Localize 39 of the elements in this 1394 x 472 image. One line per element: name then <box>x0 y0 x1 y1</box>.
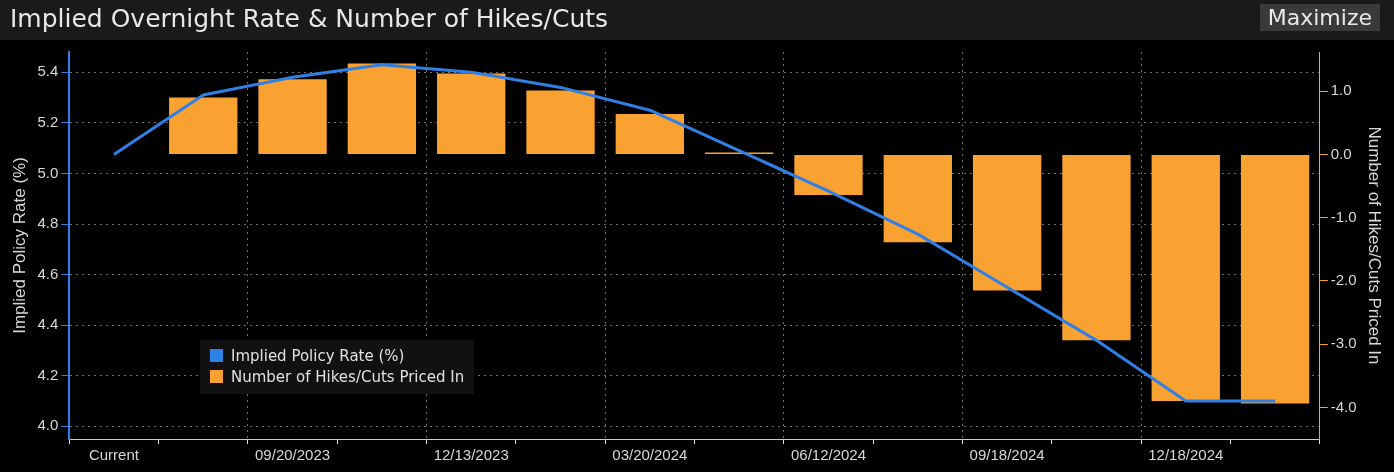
y-tick-label: 5.0 <box>37 163 59 181</box>
y-tick-label: 4.6 <box>37 264 59 282</box>
y2-tick-label: -1.0 <box>1330 207 1357 225</box>
x-tick-label: 06/12/2024 <box>790 446 867 464</box>
y2-tick-label: -4.0 <box>1330 397 1357 415</box>
bar <box>1151 154 1220 402</box>
chart-title: Implied Overnight Rate & Number of Hikes/Cuts <box>10 4 609 33</box>
y-axis-title: Implied Policy Rate (%) <box>9 157 29 334</box>
bar <box>437 73 506 154</box>
legend-label: Implied Policy Rate (%) <box>230 346 406 367</box>
text: Maximize <box>1259 4 1380 31</box>
y-tick-label: 4.2 <box>37 365 59 383</box>
x-tick-label: 12/18/2024 <box>1148 446 1224 464</box>
x-tick-label: 09/18/2024 <box>969 446 1045 464</box>
y-tick-label: 4.0 <box>37 416 59 434</box>
bar <box>347 63 417 154</box>
bar <box>526 90 595 154</box>
bar <box>258 79 327 154</box>
x-tick-label: 03/20/2024 <box>612 446 688 464</box>
y-tick-label: 4.8 <box>37 214 59 232</box>
bar <box>794 154 863 195</box>
bar <box>1240 154 1310 404</box>
y2-axis-title: Number of Hikes/Cuts Priced In <box>1365 126 1385 365</box>
y2-tick-label: 1.0 <box>1330 81 1352 99</box>
x-tick-label: 12/13/2023 <box>433 446 509 464</box>
bar <box>1062 154 1131 341</box>
y-tick-label: 5.2 <box>37 112 59 130</box>
y2-tick-label: -2.0 <box>1330 271 1357 289</box>
x-tick-label: 09/20/2023 <box>255 446 331 464</box>
y-tick-label: 4.4 <box>37 315 59 333</box>
y-tick-label: 5.4 <box>37 62 59 80</box>
bar <box>169 97 238 154</box>
bar <box>883 154 952 243</box>
y2-tick-label: -3.0 <box>1330 334 1357 352</box>
y2-tick-label: 0.0 <box>1330 144 1352 162</box>
bar <box>972 154 1042 291</box>
bar <box>615 113 685 154</box>
legend-label: Number of Hikes/Cuts Priced In <box>230 367 465 388</box>
x-tick-label: Current <box>88 446 140 464</box>
